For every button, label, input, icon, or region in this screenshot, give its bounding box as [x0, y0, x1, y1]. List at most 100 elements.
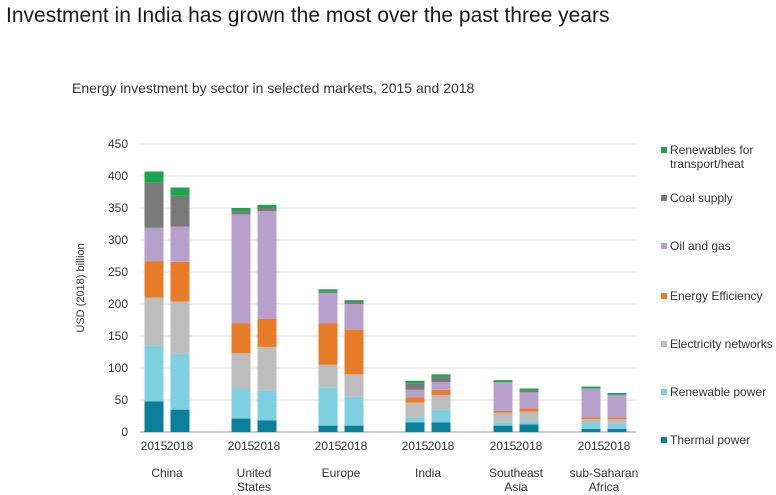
bar-segment	[231, 353, 251, 389]
bar-segment	[607, 419, 627, 424]
bar-segment	[144, 261, 164, 298]
bar-segment	[318, 289, 338, 292]
y-tick-label: 300	[108, 233, 128, 247]
bar-segment	[493, 412, 513, 423]
bar-segment	[405, 389, 425, 398]
bar-segment	[231, 208, 251, 212]
bar-segment	[231, 211, 251, 215]
bar-segment	[170, 187, 190, 196]
bar-segment	[581, 419, 601, 423]
bar-segment	[144, 227, 164, 262]
bar-segment	[519, 390, 539, 393]
bar-segment	[144, 171, 164, 183]
legend-label: Electricity networks	[670, 337, 773, 351]
legend-swatch	[661, 437, 667, 443]
bar-segment	[257, 346, 277, 391]
bar-segment	[318, 293, 338, 324]
bar-segment	[231, 214, 251, 324]
y-tick-label: 250	[108, 265, 128, 279]
legend-swatch	[661, 293, 667, 299]
bar-segment	[493, 425, 513, 432]
bar-segment	[344, 374, 364, 397]
bar-segment	[519, 424, 539, 432]
bar-segment	[519, 411, 539, 422]
bar-segment	[607, 417, 627, 420]
bar-segment	[607, 394, 627, 418]
bar-segment	[493, 422, 513, 426]
bar-segment	[170, 261, 190, 302]
bar-segment	[170, 301, 190, 354]
bar-segment	[344, 396, 364, 426]
bar-segment	[257, 390, 277, 421]
bar-segment	[493, 410, 513, 413]
bar-segment	[519, 421, 539, 425]
bar-segment	[257, 204, 277, 208]
bar-segment	[170, 195, 190, 227]
bar-segment	[318, 425, 338, 432]
legend-label: Thermal power	[670, 433, 750, 447]
legend-label: Oil and gas	[670, 239, 731, 253]
y-tick-label: 150	[108, 329, 128, 343]
bar-segment	[318, 323, 338, 365]
legend-swatch	[661, 243, 667, 249]
category-label: United	[237, 466, 272, 480]
bar-segment	[405, 380, 425, 384]
bar-segment	[581, 386, 601, 389]
bar-segment	[405, 417, 425, 423]
bar-segment	[144, 182, 164, 228]
bar-segment	[231, 418, 251, 432]
year-label: 2015	[402, 439, 429, 453]
bar-segment	[318, 364, 338, 388]
year-label: 2018	[428, 439, 455, 453]
bar-segment	[231, 323, 251, 354]
legend-label: Coal supply	[670, 191, 733, 205]
category-label: Southeast	[489, 466, 544, 480]
bar-segment	[344, 425, 364, 432]
page-headline: Investment in India has grown the most o…	[6, 4, 610, 27]
bar-segment	[431, 394, 451, 410]
legend-label: Renewables for	[670, 143, 753, 157]
bar-segment	[144, 345, 164, 402]
bar-segment	[519, 392, 539, 409]
year-label: 2018	[604, 439, 631, 453]
year-label: 2015	[228, 439, 255, 453]
bar-segment	[607, 423, 627, 429]
year-label: 2018	[516, 439, 543, 453]
bar-segment	[257, 420, 277, 432]
bar-segment	[431, 409, 451, 423]
legend-swatch	[661, 147, 667, 153]
category-label: States	[237, 480, 271, 494]
bar-segment	[493, 380, 513, 383]
legend-swatch	[661, 389, 667, 395]
bar-segment	[318, 291, 338, 294]
bar-segment	[405, 397, 425, 403]
bar-segment	[257, 211, 277, 319]
bar-segment	[431, 389, 451, 395]
y-tick-label: 200	[108, 297, 128, 311]
legend-label: transport/heat	[670, 157, 745, 171]
category-label: sub-Saharan	[570, 466, 639, 480]
bar-segment	[581, 428, 601, 432]
year-label: 2018	[341, 439, 368, 453]
bar-segment	[581, 422, 601, 429]
category-label: Asia	[504, 480, 528, 494]
legend-label: Energy Efficiency	[670, 289, 763, 303]
year-label: 2015	[490, 439, 517, 453]
y-tick-label: 450	[108, 137, 128, 151]
y-tick-label: 50	[115, 393, 129, 407]
bar-segment	[170, 353, 190, 410]
bar-segment	[144, 297, 164, 346]
year-label: 2015	[141, 439, 168, 453]
year-label: 2018	[254, 439, 281, 453]
category-label: India	[415, 466, 441, 480]
chart-title: Energy investment by sector in selected …	[72, 80, 475, 96]
bar-segment	[519, 408, 539, 412]
bar-segment	[257, 318, 277, 347]
category-label: China	[151, 466, 183, 480]
bar-segment	[431, 374, 451, 377]
bar-segment	[170, 226, 190, 262]
category-label: Africa	[589, 480, 620, 494]
bar-segment	[581, 417, 601, 420]
legend-swatch	[661, 341, 667, 347]
